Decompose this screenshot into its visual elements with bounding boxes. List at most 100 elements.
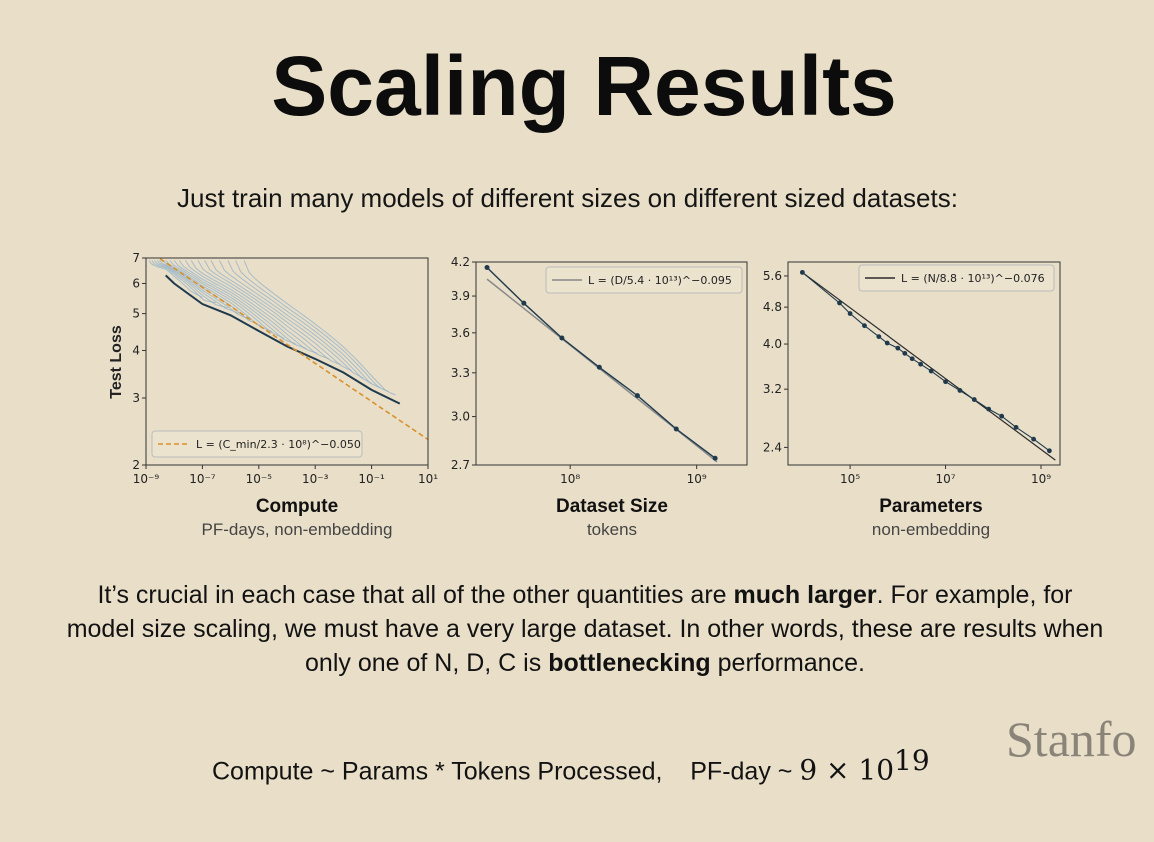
- learning-curve: [159, 260, 251, 321]
- learning-curve: [243, 260, 396, 396]
- compute-axis-sublabel: PF-days, non-embedding: [201, 520, 393, 539]
- bottom-exponent: 19: [894, 744, 930, 777]
- parameters-x-tick-label: 10⁹: [1031, 472, 1051, 486]
- bottom-formula: Compute ~ Params * Tokens Processed, PF-…: [212, 744, 930, 786]
- compute-y-tick-label: 7: [132, 251, 140, 265]
- body-text-2: . For example, for model size scaling, w…: [66, 581, 1104, 677]
- dataset-x-tick-label: 10⁹: [687, 472, 707, 486]
- dataset-chart: [484, 265, 718, 463]
- parameters-y-tick-label: 4.8: [763, 300, 782, 314]
- learning-curve: [190, 260, 329, 360]
- body-paragraph: It’s crucial in each case that all of th…: [60, 578, 1110, 680]
- parameters-point: [876, 334, 882, 339]
- body-text-1: It’s crucial in each case that all of th…: [97, 581, 734, 609]
- compute-fit-line: [159, 258, 429, 441]
- parameters-x-tick-label: 10⁵: [840, 472, 860, 486]
- bottom-left-text: Compute ~ Params * Tokens Processed,: [212, 757, 663, 786]
- compute-x-tick-label: 10⁻⁵: [246, 472, 273, 486]
- compute-plot-frame: [145, 257, 429, 466]
- compute-y-tick-label: 4: [132, 343, 140, 357]
- dataset-y-tick-label: 3.6: [451, 326, 470, 340]
- dataset-point: [484, 265, 490, 271]
- parameters-point: [909, 356, 915, 362]
- learning-curve: [235, 260, 389, 393]
- dataset-y-tick-label: 2.7: [451, 458, 470, 472]
- dataset-point: [596, 364, 602, 370]
- body-bold-1: much larger: [733, 581, 877, 609]
- learning-curve: [165, 260, 273, 333]
- test-loss-axis-label: Test Loss: [108, 325, 125, 399]
- compute-x-tick-label: 10⁻⁹: [133, 472, 160, 486]
- parameters-point: [957, 388, 963, 393]
- slide-title: Scaling Results: [271, 39, 897, 133]
- parameters-point: [999, 413, 1005, 419]
- bottom-right-prefix: PF-day ~: [690, 757, 800, 786]
- learning-curve: [227, 260, 381, 388]
- learning-curve: [197, 260, 341, 366]
- bottom-math: 9 × 10: [799, 753, 895, 787]
- parameters-point: [1047, 448, 1052, 454]
- dataset-y-tick-label: 3.3: [451, 366, 470, 380]
- dataset-legend-text: L = (D/5.4 · 10¹³)^−0.095: [588, 274, 732, 287]
- parameters-point: [884, 340, 890, 346]
- learning-curve: [151, 260, 217, 304]
- dataset-legend-box: [545, 266, 743, 294]
- learning-curve: [204, 260, 353, 372]
- parameters-chart: [799, 269, 1056, 461]
- parameters-axis-label: Parameters: [879, 496, 983, 517]
- dataset-axis-label: Dataset Size: [556, 496, 668, 517]
- body-text-3: performance.: [710, 649, 865, 677]
- body-bold-2: bottlenecking: [548, 649, 711, 677]
- dataset-data-line: [486, 266, 716, 459]
- parameters-data-line: [802, 271, 1050, 452]
- learning-curve: [218, 260, 372, 384]
- compute-y-tick-label: 5: [132, 307, 140, 321]
- compute-axis-label: Compute: [255, 496, 339, 517]
- learning-curve: [173, 260, 296, 345]
- compute-y-tick-label: 2: [132, 458, 140, 472]
- compute-y-tick-label: 3: [132, 391, 140, 405]
- dataset-x-tick-label: 10⁸: [560, 472, 580, 486]
- parameters-point: [902, 350, 908, 356]
- parameters-point: [943, 379, 948, 385]
- parameters-point: [895, 345, 901, 351]
- slide-subtitle: Just train many models of different size…: [177, 183, 958, 213]
- parameters-point: [971, 397, 977, 402]
- parameters-point: [837, 300, 842, 306]
- learning-curve: [169, 260, 285, 339]
- parameters-point: [1013, 424, 1019, 430]
- parameters-y-tick-label: 4.0: [763, 337, 782, 351]
- caption-compute: Compute PF-days, non-embedding: [137, 496, 457, 540]
- dataset-y-tick-label: 3.9: [451, 289, 470, 303]
- stanford-logo: Stanfo: [1006, 711, 1137, 767]
- parameters-y-tick-label: 3.2: [763, 382, 782, 396]
- parameters-plot-frame: [787, 261, 1061, 466]
- caption-dataset: Dataset Size tokens: [452, 496, 772, 540]
- dataset-axis-sublabel: tokens: [586, 520, 638, 539]
- compute-x-tick-label: 10¹: [418, 472, 438, 486]
- compute-x-tick-label: 10⁻³: [302, 472, 329, 486]
- compute-chart: [148, 258, 429, 441]
- learning-curve: [154, 260, 228, 309]
- parameters-point: [1031, 436, 1037, 442]
- compute-legend-text: L = (C_min/2.3 · 10⁸)^−0.050: [196, 438, 361, 451]
- learning-curve: [184, 260, 318, 354]
- parameters-fit-line: [802, 271, 1056, 461]
- learning-curve: [210, 260, 364, 379]
- dataset-point: [559, 335, 565, 341]
- dataset-point: [673, 426, 679, 432]
- compute-frontier-line: [165, 274, 401, 405]
- dataset-y-tick-label: 3.0: [451, 410, 470, 424]
- parameters-point: [928, 368, 934, 374]
- parameters-point: [918, 361, 923, 367]
- caption-parameters: Parameters non-embedding: [771, 496, 1091, 540]
- compute-x-tick-label: 10⁻⁷: [189, 472, 216, 486]
- parameters-point: [847, 311, 853, 316]
- compute-y-tick-label: 6: [132, 276, 140, 290]
- dataset-point: [712, 455, 718, 461]
- parameters-legend-box: [858, 264, 1055, 292]
- parameters-x-tick-label: 10⁷: [936, 472, 956, 486]
- learning-curve: [162, 260, 262, 327]
- parameters-point: [986, 406, 992, 412]
